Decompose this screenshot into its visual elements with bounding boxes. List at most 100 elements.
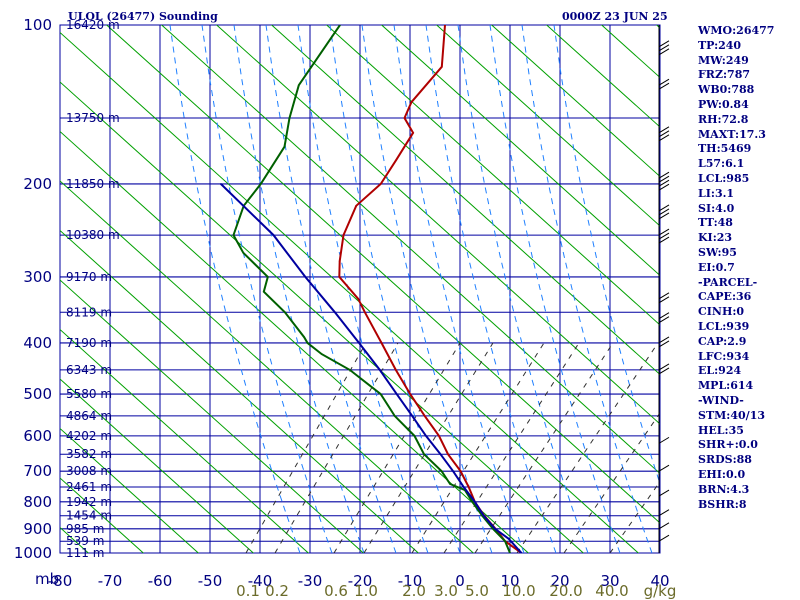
sounding-point <box>439 453 442 456</box>
height-label: 985 m <box>66 522 104 536</box>
y-tick-label: 400 <box>23 334 52 352</box>
height-label: 4864 m <box>66 409 112 423</box>
wind-barb <box>658 292 670 300</box>
wind-barb <box>658 48 670 56</box>
chart-title: ULOL (26477) Sounding <box>68 10 218 23</box>
x-tick-label: -60 <box>148 572 173 590</box>
x-tick-label: 0 <box>455 572 465 590</box>
dry-adiabat-line <box>545 25 660 128</box>
x-tick-label: -10 <box>398 572 423 590</box>
sounding-index-item: L57:6.1 <box>698 157 745 171</box>
moist-adiabat-line <box>169 25 301 553</box>
x-tick-label: 10 <box>500 572 519 590</box>
sounding-point <box>355 205 358 207</box>
sounding-index-item: MPL:614 <box>698 379 754 393</box>
dry-adiabat-line <box>60 81 585 553</box>
height-label: 111 m <box>66 546 104 560</box>
wind-barb <box>658 464 670 472</box>
wind-barb <box>658 363 670 371</box>
sounding-point <box>474 501 476 503</box>
sounding-index-item: KI:23 <box>698 231 733 245</box>
sounding-point <box>447 453 449 456</box>
sounding-point <box>520 552 523 553</box>
sounding-point <box>339 25 341 26</box>
wind-barb <box>658 40 670 48</box>
mixing-ratio-label: 5.0 <box>465 582 489 600</box>
moist-adiabat-line <box>265 25 397 553</box>
sounding-index-item: LFC:934 <box>698 349 750 363</box>
sounding-index-item: TP:240 <box>698 38 742 52</box>
sounding-indices-panel: WMO:26477 TP:240 MW:249 FRZ:787 WB0:788 PW:0.… <box>698 24 798 512</box>
wind-barb <box>658 340 670 348</box>
sounding-index-item: MAXT:17.3 <box>698 127 766 141</box>
wind-barb <box>658 78 670 86</box>
sounding-point <box>284 311 286 314</box>
pressure-unit-label: mb <box>35 570 59 588</box>
dry-adiabat-line <box>600 25 660 79</box>
wind-barb <box>658 204 670 212</box>
height-label: 11850 m <box>66 177 120 191</box>
x-tick-label: -50 <box>198 572 223 590</box>
sounding-point <box>504 540 506 542</box>
x-tick-label: -40 <box>248 572 273 590</box>
sounding-point <box>306 342 309 344</box>
sounding-index-item: MW:249 <box>698 53 749 67</box>
mixing-ratio-label: 10.0 <box>502 582 535 600</box>
sounding-point <box>395 393 398 395</box>
mixing-ratio-line <box>274 342 399 553</box>
sounding-index-item: HEL:35 <box>698 423 744 437</box>
height-label: 6343 m <box>66 363 112 377</box>
wind-barb <box>658 522 670 530</box>
mixing-ratio-label: 1.0 <box>354 582 378 600</box>
wind-barb <box>658 126 670 134</box>
sounding-point <box>423 415 426 417</box>
moist-adiabat-line <box>329 25 461 553</box>
wind-barb <box>658 175 670 183</box>
sounding-index-item: CINH:0 <box>698 305 745 319</box>
wind-barb <box>658 228 670 236</box>
sounding-index-item: BSHR:8 <box>698 497 747 511</box>
mixing-ratio-line <box>563 412 660 553</box>
wind-barb <box>658 316 670 324</box>
sounding-point <box>410 101 413 103</box>
dry-adiabat-line <box>60 378 255 553</box>
moist-adiabat-line <box>489 25 621 553</box>
sounding-point <box>272 234 275 236</box>
height-label: 539 m <box>66 534 104 548</box>
mixing-ratio-label: 2.0 <box>402 582 426 600</box>
sounding-point <box>342 234 345 236</box>
sounding-point <box>440 470 443 473</box>
y-tick-label: 1000 <box>14 544 52 562</box>
dry-adiabat-line <box>60 229 420 553</box>
sounding-point <box>338 276 341 278</box>
sounding-point <box>260 183 262 185</box>
wind-barb <box>658 82 670 90</box>
sounding-point <box>403 117 406 119</box>
sounding-point <box>288 117 291 119</box>
sounding-point <box>380 183 382 185</box>
sounding-point <box>379 369 381 371</box>
dry-adiabat-line <box>490 25 660 178</box>
sounding-point <box>395 369 397 371</box>
dry-adiabat-line <box>60 180 475 553</box>
wind-barb <box>658 208 670 216</box>
moist-adiabat-line <box>425 25 557 553</box>
sounding-point <box>409 393 412 395</box>
sounding-point <box>283 145 286 148</box>
sounding-index-item: -PARCEL- <box>698 275 758 289</box>
y-tick-label: 600 <box>23 427 52 445</box>
x-tick-label: -30 <box>298 572 323 590</box>
mixing-ratio-line <box>245 342 367 553</box>
y-tick-label: 200 <box>23 175 52 193</box>
dry-adiabat-line <box>270 25 660 376</box>
sounding-point <box>423 453 425 456</box>
dry-adiabat-line <box>380 25 660 277</box>
sounding-point <box>411 415 414 417</box>
sounding-point <box>395 159 398 161</box>
y-tick-label: 800 <box>23 493 52 511</box>
sounding-index-item: LCL:939 <box>698 319 750 333</box>
sounding-point <box>220 183 222 185</box>
sounding-index-item: SW:95 <box>698 245 737 259</box>
sounding-point <box>338 260 341 262</box>
